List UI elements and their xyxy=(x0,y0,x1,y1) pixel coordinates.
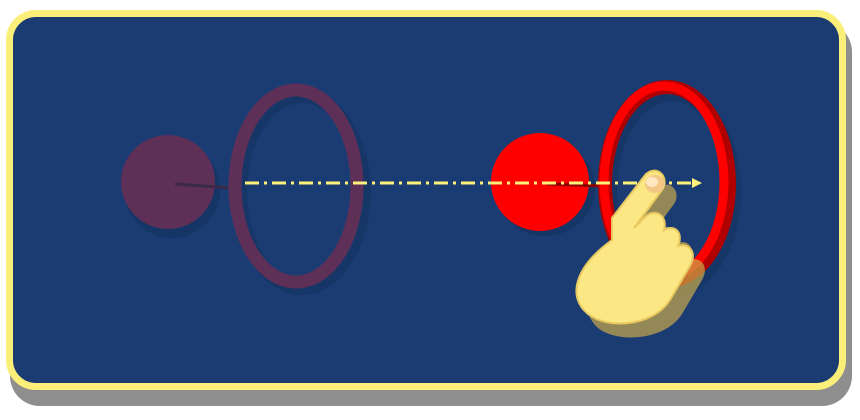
ghost-ring xyxy=(228,83,364,289)
ghost-ball-and-ring xyxy=(121,83,371,295)
pointing-hand-icon xyxy=(575,169,705,338)
active-ball xyxy=(491,133,589,231)
ghost-ball xyxy=(121,135,215,229)
